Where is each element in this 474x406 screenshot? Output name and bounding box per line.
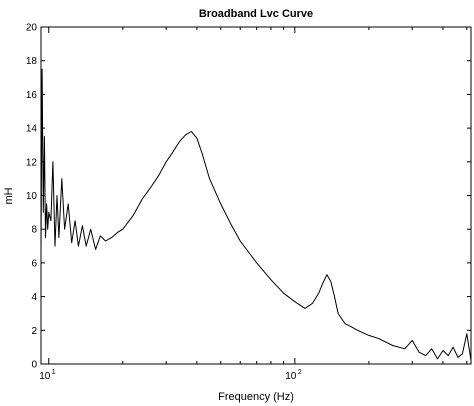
y-tick-label: 0 <box>31 360 37 371</box>
x-axis-label: Frequency (Hz) <box>218 391 294 403</box>
y-tick-label: 10 <box>26 191 38 202</box>
x-axis: 10 1 10 2 <box>39 27 468 382</box>
y-tick-label: 12 <box>26 157 38 168</box>
y-tick-label: 8 <box>31 225 37 236</box>
y-tick-label: 20 <box>26 23 38 34</box>
axes-box <box>40 26 472 365</box>
x-tick-label: 10 <box>39 371 51 382</box>
y-tick-label: 16 <box>26 90 38 101</box>
y-tick-label: 6 <box>31 258 37 269</box>
x-tick-exponent: 1 <box>52 369 56 376</box>
y-tick-label: 2 <box>31 326 37 337</box>
x-tick-exponent: 2 <box>298 369 302 376</box>
y-tick-label: 18 <box>26 56 38 67</box>
series-line <box>40 68 472 361</box>
y-axis-label: mH <box>3 187 15 204</box>
x-tick-label: 10 <box>285 371 297 382</box>
chart-title: Broadband Lvc Curve <box>199 8 313 20</box>
y-tick-label: 14 <box>26 124 38 135</box>
y-axis: 0 2 4 6 8 10 12 14 16 18 20 <box>26 23 471 371</box>
y-tick-label: 4 <box>31 292 37 303</box>
